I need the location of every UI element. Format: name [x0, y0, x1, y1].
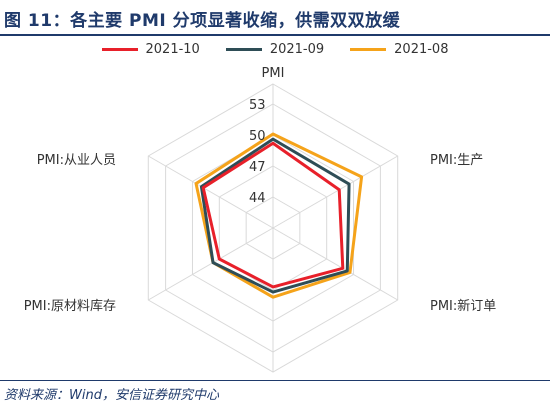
axis-label-0: PMI — [262, 66, 285, 81]
title-divider — [0, 34, 550, 36]
legend-item-2021-09: 2021-09 — [225, 42, 325, 57]
series-2021-09 — [199, 137, 351, 294]
grid-spoke-5 — [148, 155, 274, 229]
legend-item-2021-08: 2021-08 — [350, 42, 448, 57]
chart-legend: 2021-10 2021-09 2021-08 — [0, 42, 550, 57]
legend-label-2021-10: 2021-10 — [145, 42, 200, 57]
legend-swatch-2021-08 — [350, 48, 387, 51]
axis-label-1: PMI:生产 — [430, 153, 483, 168]
legend-label-2021-08: 2021-08 — [394, 42, 449, 57]
axis-label-2: PMI:新订单 — [430, 298, 496, 314]
series-2021-10 — [201, 141, 345, 289]
grid-spoke-4 — [148, 227, 274, 301]
radar-chart: 44475053PMIPMI:生产PMI:新订单PMI:产成品库存PMI:原材料… — [24, 66, 496, 373]
tick-label-53: 53 — [249, 98, 266, 113]
grid-spoke-1 — [272, 155, 398, 229]
grid-spoke-2 — [272, 227, 398, 301]
series-2021-08 — [194, 132, 364, 299]
legend-item-2021-10: 2021-10 — [101, 42, 200, 57]
legend-swatch-2021-09 — [225, 48, 262, 51]
axis-label-5: PMI:从业人员 — [37, 153, 116, 168]
legend-label-2021-09: 2021-09 — [269, 42, 325, 57]
chart-title: 图 11：各主要 PMI 分项显著收缩，供需双双放缓 — [4, 11, 401, 31]
tick-label-44: 44 — [249, 191, 266, 206]
legend-swatch-2021-10 — [101, 48, 138, 51]
footer-divider — [0, 380, 550, 381]
axis-label-4: PMI:原材料库存 — [24, 298, 116, 314]
tick-label-50: 50 — [249, 129, 266, 144]
tick-label-47: 47 — [249, 160, 266, 175]
source-note: 资料来源：Wind，安信证券研究中心 — [4, 388, 219, 403]
